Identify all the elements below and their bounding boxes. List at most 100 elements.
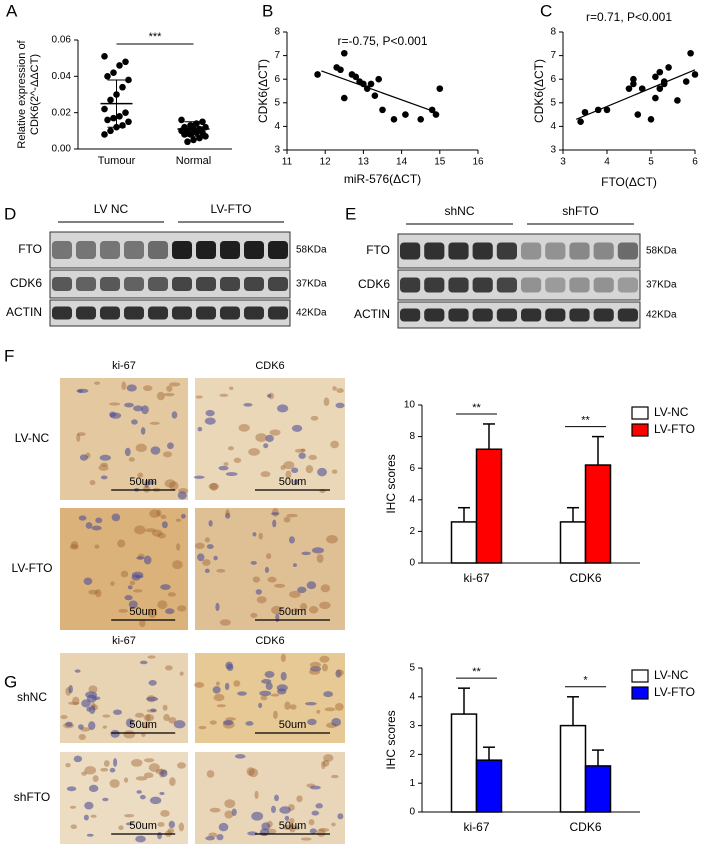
cell: [88, 589, 99, 595]
cell: [147, 655, 156, 659]
cell: [301, 551, 311, 556]
dot: [122, 109, 129, 116]
blot-band: [172, 306, 192, 320]
cell: [280, 465, 286, 471]
cell: [195, 395, 203, 399]
dot: [125, 118, 132, 126]
point: [375, 75, 382, 83]
cell: [219, 393, 229, 397]
significance: *: [583, 675, 588, 687]
point: [577, 118, 584, 125]
dot: [116, 62, 123, 69]
cell: [297, 586, 307, 594]
cell: [60, 715, 68, 720]
y-tick-label: 4: [274, 121, 280, 132]
cell: [225, 509, 230, 517]
cell: [331, 717, 342, 727]
cell: [231, 808, 237, 816]
cell: [135, 835, 146, 843]
cell: [143, 485, 151, 493]
y-tick-label: 3: [409, 720, 415, 731]
cell: [322, 759, 330, 767]
cell: [143, 758, 155, 763]
point: [630, 75, 637, 83]
cell: [84, 766, 97, 775]
cell: [124, 813, 135, 818]
row-label: ACTIN: [6, 305, 42, 319]
cell: [165, 608, 175, 615]
cell: [176, 605, 187, 612]
cell: [160, 769, 168, 778]
y-tick-label: 4: [550, 121, 556, 132]
cell: [233, 457, 242, 463]
cell: [218, 822, 229, 832]
cell: [143, 385, 153, 392]
cell: [317, 467, 327, 477]
blot-band: [124, 241, 144, 259]
cell: [213, 555, 218, 561]
cell: [85, 522, 93, 529]
cell: [311, 810, 320, 816]
y-axis-label: Relative expression of: [16, 39, 28, 148]
cell: [261, 822, 271, 831]
cell: [125, 822, 134, 826]
x-tick-label: CDK6: [569, 571, 601, 585]
cell: [330, 440, 339, 449]
cell: [291, 424, 303, 432]
cell: [206, 770, 215, 778]
cell: [267, 576, 277, 583]
point: [371, 92, 379, 100]
cell: [258, 702, 263, 709]
y-tick-label: 6: [409, 463, 415, 474]
cell: [157, 831, 162, 840]
row-label: shNC: [17, 690, 47, 704]
x-tick-label: 11: [282, 157, 293, 168]
cell: [179, 671, 184, 676]
cell: [216, 704, 226, 708]
cell: [136, 790, 142, 794]
cell: [177, 762, 186, 769]
cell: [310, 415, 319, 421]
bar: [584, 765, 612, 813]
point: [390, 116, 398, 123]
bar: [450, 521, 478, 564]
column-label: CDK6: [255, 360, 284, 372]
column-label: ki-67: [112, 360, 136, 372]
row-label: LV-FTO: [12, 561, 53, 575]
cell: [118, 825, 124, 831]
cell: [89, 479, 96, 486]
blot-band: [593, 308, 614, 322]
cell: [300, 448, 306, 452]
y-axis-label: CDK6(2^-ΔΔCT): [29, 54, 41, 135]
x-tick-label: 5: [648, 157, 654, 168]
significance: **: [581, 415, 590, 427]
dot: [110, 114, 117, 122]
panel-letter: B: [262, 1, 273, 20]
x-tick-label: 16: [472, 157, 484, 168]
cell: [133, 405, 143, 412]
blot-band: [400, 308, 421, 322]
cell: [68, 685, 73, 694]
cell: [197, 426, 203, 432]
significance: **: [472, 666, 481, 678]
cell: [141, 733, 146, 737]
dot: [101, 105, 108, 113]
cell: [118, 608, 128, 613]
cell: [77, 389, 83, 393]
point: [432, 111, 440, 118]
blot-band: [424, 242, 445, 260]
cell: [124, 594, 133, 601]
point: [367, 80, 375, 88]
cell: [135, 443, 147, 453]
cell: [78, 515, 87, 521]
y-tick-label: 5: [550, 97, 556, 108]
cell: [308, 819, 315, 826]
cell: [160, 514, 167, 519]
cell: [295, 826, 300, 830]
point: [634, 111, 642, 118]
cell: [337, 813, 344, 820]
size-label: 37KDa: [646, 280, 677, 291]
cell: [95, 517, 103, 524]
cell: [216, 568, 226, 573]
cell: [92, 775, 99, 783]
